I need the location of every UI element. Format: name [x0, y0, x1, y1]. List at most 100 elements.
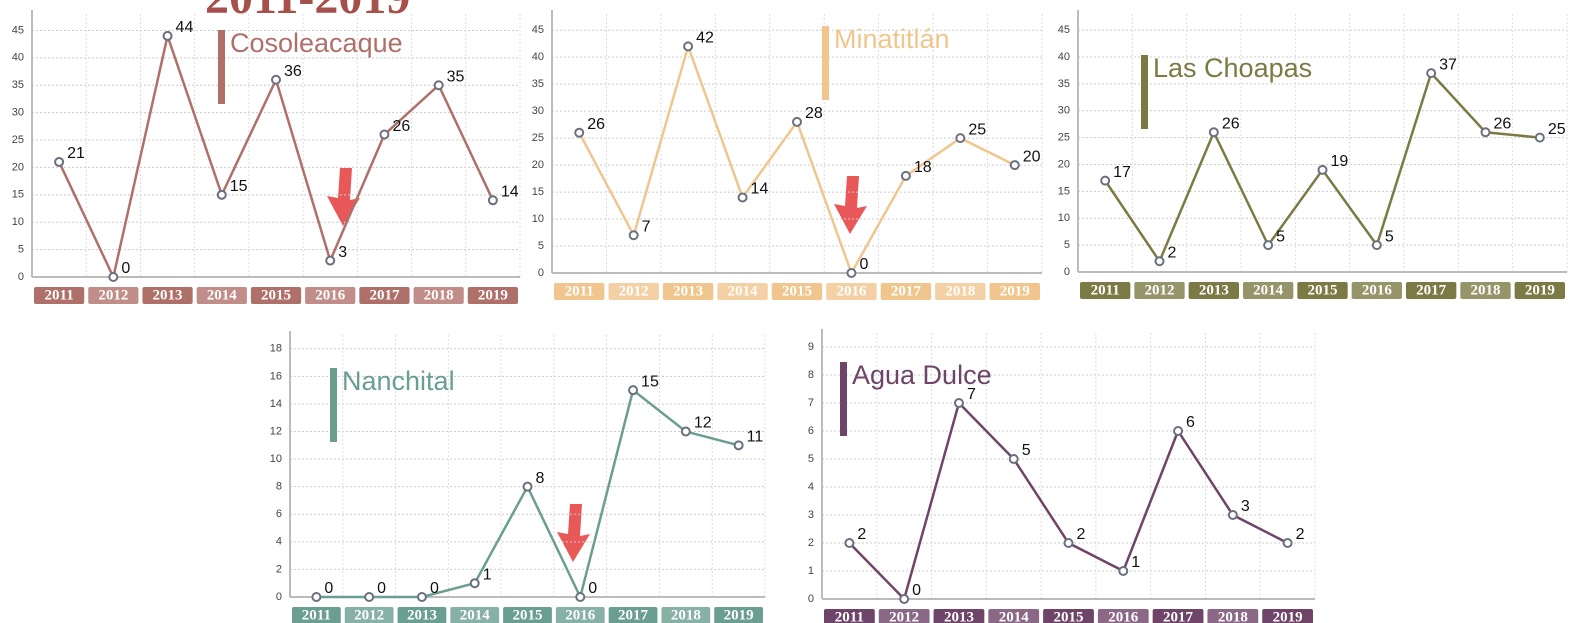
x-tick-label: 2013: [153, 287, 183, 303]
x-tick-label: 2015: [261, 287, 291, 303]
legend-swatch: [330, 368, 337, 442]
y-tick-label: 10: [532, 213, 544, 225]
point: [54, 156, 65, 167]
legend-swatch: [840, 362, 847, 436]
y-tick-label: 10: [12, 216, 24, 228]
data-label: 26: [587, 116, 605, 133]
point: [379, 129, 390, 140]
data-label: 3: [1241, 498, 1250, 515]
year-box: [1514, 282, 1565, 299]
year-box: [305, 287, 356, 304]
data-label: 37: [1439, 56, 1457, 73]
y-tick-label: 40: [12, 52, 24, 64]
data-label: 19: [1331, 153, 1349, 170]
x-tick-label: 2011: [835, 609, 864, 623]
x-tick-label: 2011: [1091, 282, 1120, 298]
year-box: [824, 609, 875, 623]
arrows: [327, 168, 867, 562]
year-box: [1351, 282, 1402, 299]
x-tick-label: 2016: [1108, 609, 1139, 623]
data-label: 5: [1276, 228, 1285, 245]
year-box: [1188, 282, 1239, 299]
arrow: [557, 504, 590, 562]
year-box: [717, 283, 768, 300]
data-label: 11: [747, 429, 764, 446]
data-label: 0: [912, 582, 921, 599]
legend-swatch: [1141, 55, 1148, 129]
point: [311, 592, 322, 602]
y-tick-label: 25: [532, 132, 544, 144]
data-label: 15: [641, 373, 659, 390]
year-box: [989, 283, 1040, 300]
y-tick-label: 14: [270, 398, 282, 410]
x-tick-label: 2019: [724, 607, 754, 623]
year-box: [344, 607, 394, 623]
x-tick-label: 2017: [1416, 282, 1447, 298]
y-tick-label: 10: [270, 453, 282, 465]
year-box: [988, 609, 1040, 623]
x-tick-label: 2015: [1308, 282, 1338, 298]
legend-label: Las Choapas: [1153, 53, 1312, 83]
data-label: 42: [696, 30, 714, 47]
x-tick-label: 2018: [1218, 609, 1248, 623]
data-label: 5: [1022, 442, 1031, 459]
point: [522, 481, 533, 492]
year-box: [1152, 609, 1204, 623]
point: [271, 74, 281, 85]
data-label: 7: [967, 386, 976, 403]
point: [1008, 454, 1019, 464]
point: [216, 189, 227, 200]
point: [953, 398, 964, 408]
year-box: [1406, 282, 1457, 299]
year-box: [1080, 282, 1131, 299]
y-tick-label: 20: [12, 161, 24, 173]
x-tick-label: 2012: [98, 287, 128, 303]
year-box: [88, 287, 139, 304]
year-box: [250, 287, 302, 304]
year-box: [554, 283, 605, 300]
data-label: 36: [284, 63, 302, 80]
data-label: 14: [501, 184, 519, 201]
point: [683, 41, 694, 52]
data-label: 0: [859, 256, 868, 273]
point: [108, 272, 119, 282]
y-tick-label: 16: [270, 370, 282, 382]
x-tick-label: 2012: [354, 607, 384, 623]
y-tick-label: 30: [1058, 105, 1070, 117]
y-tick-label: 5: [18, 244, 24, 256]
arrow: [834, 176, 867, 234]
y-tick-label: 6: [276, 508, 282, 520]
year-box: [1207, 609, 1259, 623]
x-tick-label: 2014: [999, 609, 1030, 623]
year-box: [880, 283, 932, 300]
y-tick-label: 25: [12, 134, 24, 146]
year-box: [771, 283, 823, 300]
point: [846, 268, 857, 278]
data-label: 1: [1131, 554, 1140, 571]
legend-swatch: [218, 30, 225, 104]
y-tick-label: 3: [808, 509, 814, 521]
point: [1063, 538, 1074, 548]
year-box: [826, 283, 877, 300]
y-tick-label: 40: [532, 51, 544, 63]
x-tick-label: 2011: [565, 283, 594, 299]
data-label: 35: [447, 68, 465, 85]
x-tick-label: 2013: [1199, 282, 1229, 298]
point: [1480, 127, 1491, 138]
point: [433, 80, 444, 91]
year-box: [608, 607, 658, 623]
y-tick-label: 30: [532, 105, 544, 117]
year-box: [413, 287, 464, 304]
y-tick-label: 0: [808, 593, 814, 605]
x-tick-label: 2013: [407, 607, 437, 623]
y-tick-label: 8: [276, 481, 282, 493]
data-label: 14: [751, 181, 769, 198]
point: [1426, 68, 1437, 79]
year-box: [1043, 609, 1094, 623]
y-tick-label: 0: [1064, 266, 1070, 278]
point: [1154, 256, 1165, 267]
